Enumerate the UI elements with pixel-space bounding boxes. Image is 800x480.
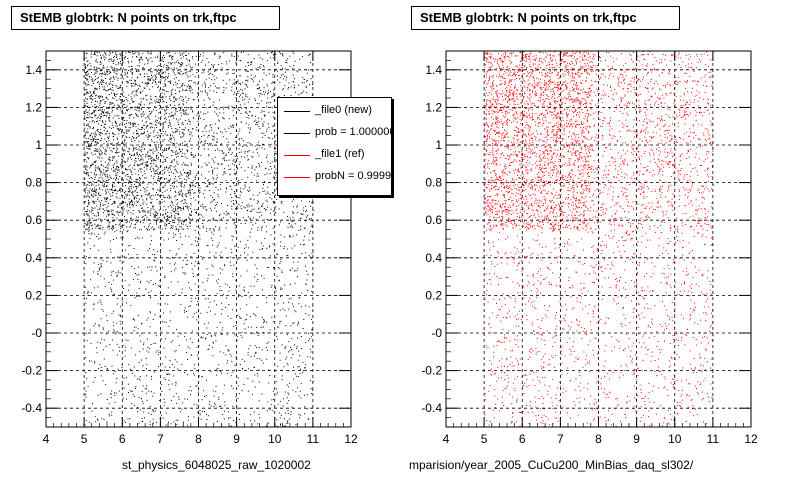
left-ytick-label: 0.6: [25, 213, 42, 227]
left-xtick-label: 9: [233, 432, 240, 446]
legend-label: _file0 (new): [315, 104, 372, 116]
left-ytick-label: -0.4: [21, 401, 42, 415]
left-ytick-label: 1.4: [25, 63, 42, 77]
legend-entry: probN = 0.999917: [278, 168, 392, 188]
left-ytick-label: -0: [31, 326, 42, 340]
legend-label: probN = 0.999917: [315, 170, 392, 182]
left-xtick-label: 7: [157, 432, 164, 446]
left-xtick-label: 8: [195, 432, 202, 446]
left-xtick-label: 5: [81, 432, 88, 446]
left-ytick-label: 0.2: [25, 288, 42, 302]
left-xtick-label: 6: [119, 432, 126, 446]
left-ytick-label: -0.2: [21, 364, 42, 378]
legend-label: _file1 (ref): [315, 148, 365, 160]
legend-line-marker: [284, 111, 310, 112]
left-xtick-label: 4: [43, 432, 50, 446]
legend-line-marker: [284, 177, 310, 178]
legend: _file0 (new) prob = 1.000000 _file1 (ref) p…: [277, 97, 392, 196]
legend-entry: prob = 1.000000: [278, 124, 392, 144]
left-ytick-label: 0.8: [25, 176, 42, 190]
left-xtick-label: 10: [268, 432, 282, 446]
left-xlabel: st_physics_6048025_raw_1020002: [122, 458, 311, 472]
left-ytick-label: 1.2: [25, 100, 42, 114]
left-ytick-label: 1: [35, 138, 42, 152]
left-xtick-label: 11: [307, 432, 320, 446]
left-xtick-label: 12: [344, 432, 358, 446]
left-chart-title: StEMB globtrk: N points on trk,ftpc: [11, 6, 280, 30]
left-ytick-label: 0.4: [25, 251, 42, 265]
legend-entry: _file1 (ref): [278, 146, 391, 166]
legend-line-marker: [284, 133, 310, 134]
legend-line-marker: [284, 155, 310, 156]
legend-entry: _file0 (new): [278, 102, 391, 122]
legend-label: prob = 1.000000: [315, 126, 392, 138]
